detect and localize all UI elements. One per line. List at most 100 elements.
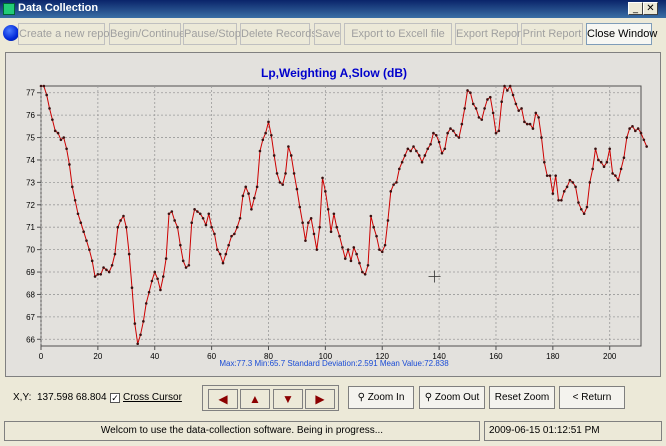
data-point: [378, 248, 381, 251]
x-tick-label: 60: [207, 352, 216, 361]
x-tick-label: 140: [432, 352, 446, 361]
data-point: [39, 84, 43, 88]
save-button[interactable]: Save: [314, 23, 341, 45]
delete-records-button[interactable]: Delete Records: [240, 23, 317, 45]
data-point: [565, 185, 569, 189]
data-point: [150, 279, 154, 283]
data-point: [634, 129, 637, 133]
data-point: [324, 190, 327, 193]
data-point: [463, 107, 466, 110]
print-report-button[interactable]: Print Report: [521, 23, 583, 45]
export-excel-button[interactable]: Export to Excell file: [344, 23, 452, 45]
close-window-x-button[interactable]: ✕: [643, 2, 658, 15]
data-point: [170, 210, 174, 213]
data-point: [341, 246, 344, 249]
chart-panel[interactable]: Lp,Weighting A,Slow (dB) 0 20 40 60 80 100 120…: [5, 52, 661, 377]
data-point: [321, 176, 324, 180]
data-point: [130, 286, 134, 290]
data-point: [534, 111, 538, 115]
data-point: [537, 116, 540, 119]
data-point: [102, 266, 105, 269]
data-point: [642, 138, 646, 142]
data-point: [457, 136, 461, 139]
x-tick-label: 120: [376, 352, 390, 361]
data-point: [304, 239, 307, 242]
pan-left-button[interactable]: ◀: [208, 389, 238, 409]
status-indicator-icon: [3, 25, 19, 41]
data-point: [122, 214, 125, 218]
export-report-button[interactable]: Export Report: [455, 23, 524, 45]
data-point: [107, 270, 111, 274]
y-tick-label: 70: [26, 246, 35, 255]
data-point: [412, 145, 415, 148]
zoom-in-button[interactable]: ⚲ Zoom In: [348, 386, 414, 409]
data-point: [125, 225, 128, 229]
data-point: [548, 174, 552, 177]
chart-statistics: Max:77.3 Min:65.7 Standard Deviation:2.5…: [219, 359, 449, 368]
data-point: [460, 122, 464, 126]
y-tick-label: 69: [26, 268, 35, 277]
pan-right-button[interactable]: ▶: [305, 389, 335, 409]
data-point: [233, 232, 236, 236]
up-arrow-icon: ▲: [249, 392, 261, 406]
data-point: [506, 89, 509, 92]
data-point: [375, 234, 378, 238]
y-tick-label: 74: [26, 156, 35, 165]
data-point: [62, 136, 66, 139]
data-point: [568, 178, 572, 182]
data-point: [591, 167, 594, 171]
create-report-button[interactable]: Create a new report: [18, 23, 116, 45]
data-point: [179, 243, 182, 247]
data-point: [525, 122, 529, 126]
return-button[interactable]: < Return: [559, 386, 625, 409]
data-point: [119, 219, 122, 222]
data-point: [480, 118, 484, 121]
data-point: [335, 225, 339, 229]
pan-down-button[interactable]: ▼: [273, 389, 303, 409]
data-point: [167, 212, 171, 216]
data-point: [599, 160, 603, 164]
data-point: [369, 214, 373, 218]
begin-continue-button[interactable]: Begin/Continue: [109, 23, 185, 45]
y-tick-label: 67: [26, 313, 35, 322]
line-chart[interactable]: 0 20 40 60 80 100 120 140 160 180 200 66 67 68 69 70 71 7…: [6, 53, 662, 378]
minimize-button[interactable]: _: [628, 2, 643, 15]
data-point: [639, 131, 643, 135]
close-window-button[interactable]: Close Window: [586, 23, 657, 45]
data-point: [588, 181, 592, 184]
data-point: [543, 160, 546, 164]
data-point: [127, 252, 131, 256]
zoom-out-button[interactable]: ⚲ Zoom Out: [419, 386, 485, 409]
pause-stop-button[interactable]: Pause/Stop: [183, 23, 241, 45]
data-point: [93, 275, 97, 278]
data-point: [440, 151, 444, 155]
reset-zoom-button[interactable]: Reset Zoom: [489, 386, 555, 409]
data-point: [96, 272, 100, 276]
data-point: [355, 252, 358, 256]
data-point: [562, 190, 566, 193]
data-point: [366, 264, 370, 267]
cross-cursor-checkbox[interactable]: ✓: [110, 393, 120, 403]
data-point: [346, 248, 350, 251]
y-tick-label: 72: [26, 201, 35, 210]
data-point: [298, 205, 302, 209]
data-point: [434, 134, 438, 137]
xy-value: 137.598 68.804: [37, 392, 107, 403]
data-point: [42, 84, 46, 88]
data-point: [611, 172, 614, 175]
pan-up-button[interactable]: ▲: [240, 389, 270, 409]
data-point: [227, 243, 230, 247]
data-point: [577, 201, 580, 204]
data-point: [491, 111, 495, 115]
data-point: [571, 181, 575, 184]
data-point: [142, 320, 145, 323]
data-point: [161, 275, 165, 278]
data-point: [594, 147, 597, 151]
data-point: [540, 136, 543, 139]
data-point: [625, 136, 629, 139]
data-point: [292, 172, 296, 175]
cross-cursor-label[interactable]: Cross Cursor: [123, 392, 182, 403]
data-point: [486, 98, 489, 101]
data-point: [156, 277, 159, 281]
data-point: [287, 145, 290, 148]
